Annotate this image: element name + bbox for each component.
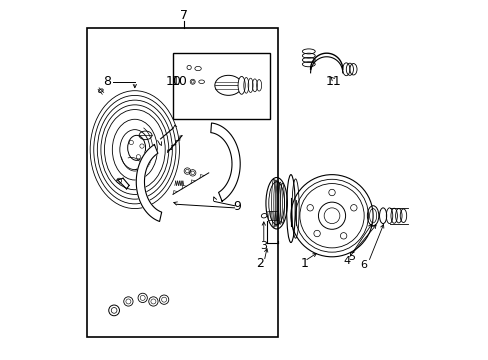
Text: 5: 5: [347, 252, 354, 262]
Text: 6: 6: [360, 260, 367, 270]
Text: 4: 4: [343, 256, 349, 266]
Bar: [173, 53, 269, 119]
Text: 8: 8: [103, 75, 111, 88]
Text: 10: 10: [171, 75, 187, 88]
Ellipse shape: [127, 135, 145, 160]
Text: 1: 1: [300, 257, 308, 270]
Polygon shape: [136, 145, 162, 221]
Ellipse shape: [214, 75, 242, 95]
Ellipse shape: [238, 76, 244, 94]
Text: 2: 2: [255, 257, 263, 270]
Text: 9: 9: [233, 200, 241, 213]
Text: 11: 11: [325, 75, 341, 88]
Text: 7: 7: [180, 9, 187, 22]
Text: 10: 10: [165, 75, 182, 88]
Text: 3: 3: [260, 241, 267, 251]
Polygon shape: [210, 123, 240, 201]
Bar: [87, 28, 278, 337]
